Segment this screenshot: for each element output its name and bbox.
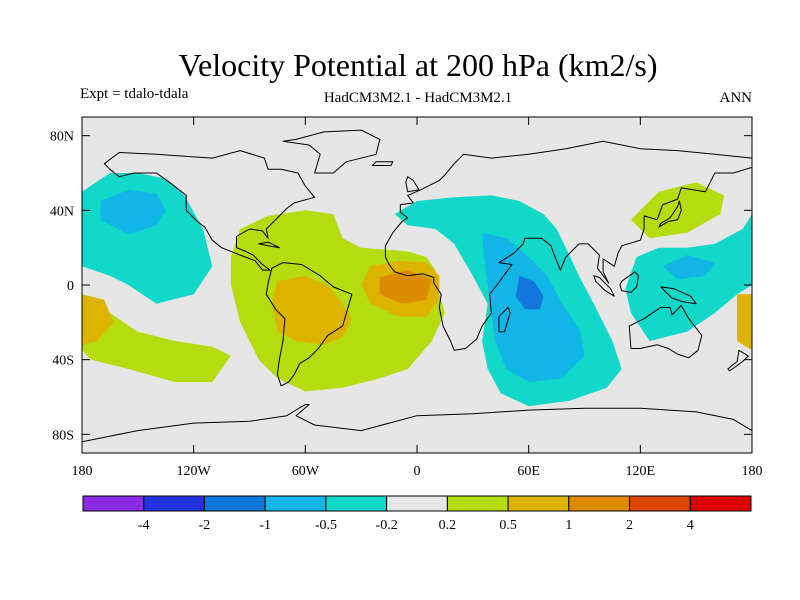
colorbar-swatch <box>689 495 752 512</box>
x-tick-label: 60E <box>517 464 540 479</box>
colorbar-label: 1 <box>565 518 572 533</box>
coast-greenland <box>282 129 381 174</box>
y-tick-label: 40N <box>50 204 74 219</box>
chart-title: Velocity Potential at 200 hPa (km2/s) <box>178 47 657 83</box>
colorbar-label: -1 <box>259 518 271 533</box>
coast-borneo <box>619 271 639 293</box>
coast-north-america <box>103 150 316 271</box>
colorbar-swatch <box>568 495 631 512</box>
colorbar-swatch <box>203 495 266 512</box>
coast-australia <box>628 305 703 359</box>
coast-south-america <box>265 262 353 387</box>
colorbar-swatch <box>143 495 205 512</box>
region-pos-central-pacific <box>82 294 114 345</box>
colorbar-swatch <box>264 495 327 512</box>
x-tick-label: 60W <box>292 464 320 479</box>
y-axis: 80N 40N 0 40S 80S <box>50 130 752 443</box>
y-tick-label: 80S <box>52 428 74 443</box>
colorbar: -4 -2 -1 -0.5 -0.2 0.2 0.5 1 2 4 <box>82 495 752 533</box>
model-label: HadCM3M2.1 - HadCM3M2.1 <box>324 90 512 106</box>
y-tick-label: 0 <box>67 279 74 294</box>
coast-iceland <box>371 161 394 166</box>
region-pos-pacific-south <box>82 294 231 383</box>
x-tick-label: 180 <box>742 464 763 479</box>
colorbar-swatch <box>507 495 570 512</box>
region-pos-south-america <box>271 275 352 345</box>
colorbar-label: 2 <box>626 518 633 533</box>
y-tick-label: 80N <box>50 130 74 145</box>
y-tick-label: 40S <box>52 354 74 369</box>
region-pos-east-edge <box>737 294 752 351</box>
coastlines <box>82 129 752 453</box>
coast-japan <box>658 200 682 228</box>
colorbar-label: 0.2 <box>439 518 457 533</box>
contour-regions <box>82 173 752 407</box>
colorbar-label: 0.5 <box>499 518 517 533</box>
coast-cuba <box>258 241 280 249</box>
coast-new-guinea <box>660 286 697 305</box>
coast-new-zealand <box>727 349 749 372</box>
x-tick-label: 0 <box>414 464 421 479</box>
region-neg-west-pacific-core <box>662 255 715 280</box>
region-pos-africa-core <box>379 270 432 304</box>
colorbar-swatch <box>386 495 448 512</box>
x-tick-label: 120W <box>177 464 212 479</box>
colorbar-label: -4 <box>138 518 150 533</box>
season-label: ANN <box>720 90 753 106</box>
region-pos-north-west-pacific <box>631 182 725 239</box>
region-neg-indian-center <box>515 275 544 310</box>
experiment-label: Expt = tdalo-tdala <box>80 86 189 102</box>
colorbar-label: -0.5 <box>315 518 337 533</box>
colorbar-swatch <box>82 495 145 512</box>
coast-sumatra <box>593 275 615 297</box>
coast-uk <box>405 176 420 193</box>
x-tick-label: 120E <box>626 464 656 479</box>
colorbar-swatch <box>325 495 388 512</box>
coast-madagascar <box>498 306 511 333</box>
coast-africa-eurasia <box>384 140 752 351</box>
x-axis: 180 120W 60W 0 60E 120E 180 <box>72 117 763 479</box>
colorbar-label: -2 <box>199 518 211 533</box>
x-tick-label: 180 <box>72 464 93 479</box>
region-neg-north-pacific-core <box>100 189 166 235</box>
coast-antarctica <box>82 404 752 453</box>
colorbar-label: -0.2 <box>376 518 398 533</box>
colorbar-swatch <box>446 495 509 512</box>
colorbar-label: 4 <box>687 518 694 533</box>
colorbar-swatch <box>629 495 691 512</box>
